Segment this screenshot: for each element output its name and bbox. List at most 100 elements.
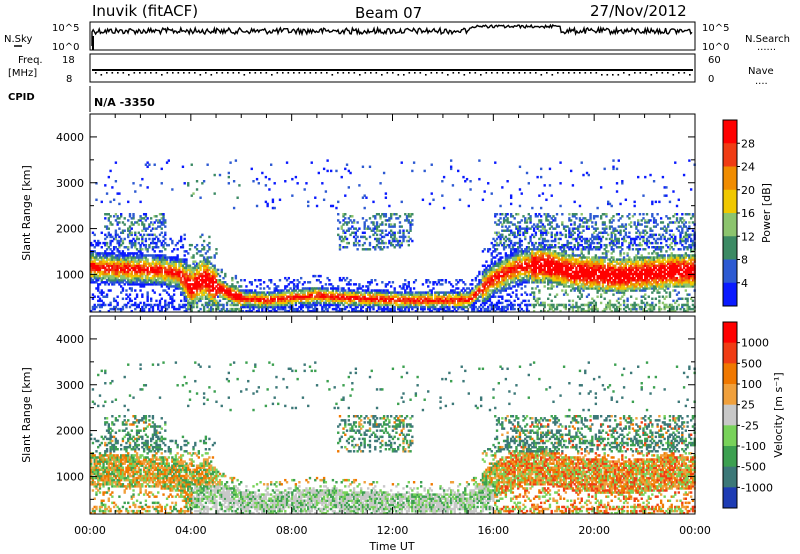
power-cell (241, 295, 245, 298)
power-cell (338, 299, 342, 303)
power-cell (499, 217, 502, 220)
power-cell (501, 235, 504, 239)
power-cell (324, 301, 328, 305)
power-cell (388, 204, 391, 208)
power-cell (118, 243, 121, 247)
power-cell (494, 256, 497, 259)
power-cell (569, 276, 573, 280)
power-cell (277, 289, 280, 292)
power-cell (571, 307, 575, 311)
power-cell (541, 241, 545, 245)
power-cell (194, 295, 197, 298)
power-cell (220, 307, 223, 311)
power-cell (192, 287, 195, 290)
power-cell (534, 276, 538, 280)
power-cell (513, 243, 516, 247)
power-cell (554, 307, 557, 311)
power-cell (167, 279, 170, 282)
power-cell (539, 258, 543, 261)
power-cell (98, 272, 102, 276)
power-cell (416, 303, 419, 307)
power-cell (338, 309, 342, 313)
power-cell (513, 272, 516, 276)
power-cell (418, 293, 421, 296)
power-cell (111, 254, 114, 257)
power-cell (531, 276, 534, 280)
power-cell (275, 295, 278, 298)
power-cell (400, 307, 403, 311)
power-cell (91, 293, 95, 296)
power-cell (167, 283, 170, 286)
power-cell (478, 283, 481, 286)
power-cell (487, 291, 490, 294)
power-cell (167, 262, 170, 265)
power-cell (277, 301, 280, 305)
power-cell (90, 281, 93, 284)
power-cell (227, 285, 230, 288)
power-cell (511, 291, 515, 294)
power-cell (231, 295, 234, 298)
power-cell (367, 248, 370, 251)
power-cell (271, 295, 275, 298)
power-cell (508, 237, 511, 241)
power-cell (160, 241, 163, 245)
power-cell (238, 184, 241, 187)
power-cell (171, 305, 174, 309)
power-cell (347, 186, 350, 189)
power-cell (179, 264, 183, 268)
power-cell (547, 248, 550, 251)
power-cell (139, 274, 142, 278)
power-cell (499, 241, 502, 245)
power-cell (534, 270, 538, 274)
power-cell (347, 227, 350, 230)
power-cell (112, 246, 116, 249)
power-cell (517, 229, 520, 232)
power-cell (506, 254, 509, 257)
power-cell (531, 225, 534, 228)
power-cell (310, 289, 313, 292)
power-cell (97, 254, 100, 257)
power-cell (128, 225, 132, 228)
power-cell (208, 260, 211, 263)
power-cell (90, 274, 93, 278)
power-cell (409, 215, 412, 218)
power-cell (208, 246, 211, 249)
power-cell (409, 289, 412, 292)
power-cell (97, 264, 100, 268)
power-cell (404, 289, 407, 292)
power-cell (97, 283, 100, 286)
power-cell (393, 291, 396, 294)
power-cell (128, 233, 132, 237)
power-cell (134, 260, 137, 263)
power-cell (349, 299, 352, 303)
power-cell (407, 301, 410, 305)
power-cell (234, 276, 238, 280)
power-cell (338, 301, 342, 305)
power-cell (409, 305, 412, 309)
power-cell (190, 163, 193, 166)
power-cell (455, 297, 458, 301)
power-cell (571, 287, 575, 290)
power-cell (490, 262, 493, 265)
power-cell (172, 268, 176, 272)
power-cell (164, 299, 167, 303)
power-cell (351, 301, 354, 305)
power-cell (188, 293, 192, 296)
power-cell (384, 307, 388, 311)
power-cell (467, 295, 470, 298)
power-cell (153, 274, 156, 278)
power-cell (525, 254, 529, 257)
power-cell (391, 297, 395, 301)
power-cell (245, 301, 248, 305)
power-cell (134, 190, 137, 193)
power-cell (344, 194, 347, 197)
power-cell (102, 274, 105, 278)
power-cell (335, 295, 338, 298)
power-cell (494, 283, 497, 286)
power-cell (397, 295, 400, 298)
power-cell (231, 307, 234, 311)
power-cell (476, 293, 479, 296)
power-cell (511, 254, 515, 257)
power-cell (568, 227, 571, 230)
power-cell (527, 227, 530, 230)
